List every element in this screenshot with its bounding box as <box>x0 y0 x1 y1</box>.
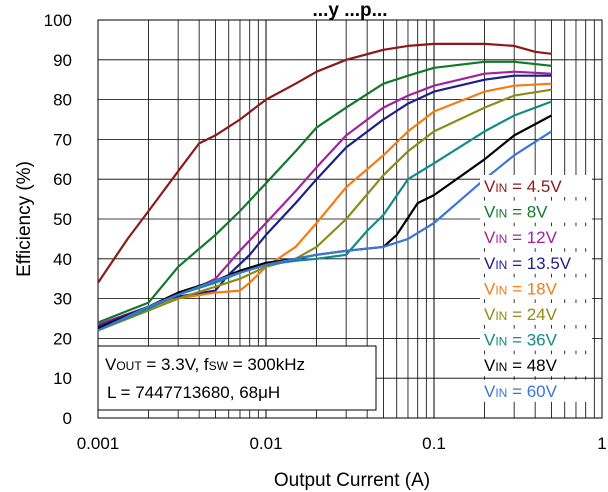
x-tick-label: 1 <box>597 434 606 453</box>
legend-entry-12V: VIN = 12V <box>484 228 558 247</box>
legend-bg <box>480 379 592 402</box>
series-line-18V <box>97 82 552 330</box>
series-line-24V <box>97 88 552 332</box>
y-tick-label: 20 <box>53 329 72 348</box>
legend-bg <box>480 277 592 300</box>
y-tick-label: 30 <box>53 290 72 309</box>
y-tick-label: 80 <box>53 91 72 110</box>
x-tick-label: 0.001 <box>77 434 120 453</box>
y-tick-label: 40 <box>53 250 72 269</box>
legend: VIN = 4.5V VIN = 8V VIN = 12V VIN = 13.5V VI… <box>480 175 592 402</box>
legend-entry-36V: VIN = 36V <box>484 331 558 350</box>
legend-bg <box>480 251 592 274</box>
legend-bg <box>480 354 592 377</box>
legend-entry-18V: VIN = 18V <box>484 279 558 298</box>
series-line-60V <box>97 130 552 332</box>
y-tick-label: 10 <box>53 369 72 388</box>
x-tick-label: 0.01 <box>249 434 282 453</box>
y-tick-label: 100 <box>44 11 72 30</box>
legend-bg <box>480 226 592 249</box>
y-tick-labels: 0 10 20 30 40 50 60 70 80 90 100 <box>44 11 72 428</box>
legend-bg <box>480 175 592 197</box>
plot-border <box>97 19 603 419</box>
annotation-box <box>97 345 377 411</box>
y-tick-label: 70 <box>53 130 72 149</box>
x-tick-labels: 0.001 0.01 0.1 1 <box>77 434 607 453</box>
y-tick-label: 0 <box>63 409 72 428</box>
legend-entry-60V: VIN = 60V <box>484 382 558 401</box>
legend-bg <box>480 328 592 351</box>
annotation-inductor: L = 7447713680, 68μH <box>107 383 280 402</box>
annotation-vout-fsw: VOUT = 3.3V, fSW = 300kHz <box>105 355 305 374</box>
y-tick-label: 60 <box>53 170 72 189</box>
chart-title: ...y ...p... <box>313 0 388 21</box>
legend-entry-4-5V: VIN = 4.5V <box>484 177 562 196</box>
legend-bg <box>480 200 592 223</box>
y-axis-title: Efficiency (%) <box>14 161 35 277</box>
series-line-8V <box>97 60 552 324</box>
legend-entry-48V: VIN = 48V <box>484 356 558 375</box>
y-tick-label: 50 <box>53 210 72 229</box>
legend-entry-8V: VIN = 8V <box>484 203 548 222</box>
legend-entry-24V: VIN = 24V <box>484 305 558 324</box>
x-tick-label: 0.1 <box>422 434 446 453</box>
legend-entry-13-5V: VIN = 13.5V <box>484 254 572 273</box>
series-line-4-5V <box>97 42 552 284</box>
series-lines <box>97 42 552 332</box>
x-axis-title: Output Current (A) <box>274 470 430 491</box>
y-tick-label: 90 <box>53 51 72 70</box>
legend-bg <box>480 303 592 325</box>
